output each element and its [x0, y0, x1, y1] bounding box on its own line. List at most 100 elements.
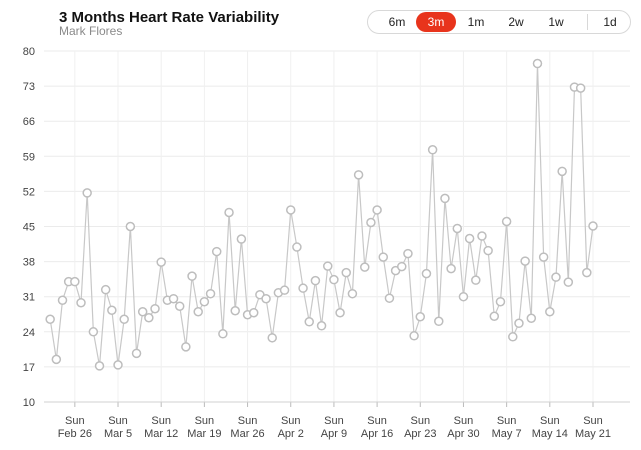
- y-tick-label: 73: [23, 81, 35, 93]
- data-point: [329, 274, 339, 285]
- data-point: [335, 308, 345, 318]
- data-point: [156, 257, 166, 267]
- data-point: [113, 360, 123, 370]
- data-point: [372, 205, 382, 215]
- data-point: [452, 223, 463, 234]
- x-tick-label-day: Sun: [540, 415, 560, 427]
- data-point: [218, 329, 228, 339]
- data-point: [168, 293, 179, 304]
- y-tick-label: 17: [23, 362, 35, 374]
- data-point: [76, 297, 86, 308]
- data-point: [458, 291, 469, 302]
- series-line: [49, 63, 594, 367]
- data-point: [366, 217, 376, 228]
- x-tick-label-day: Sun: [195, 415, 215, 427]
- data-point: [57, 295, 68, 305]
- data-point: [341, 267, 351, 278]
- x-tick-label-date: Apr 30: [447, 428, 479, 440]
- data-point: [421, 268, 432, 279]
- data-point: [446, 263, 456, 274]
- chart-subtitle: Mark Flores: [59, 24, 123, 38]
- data-point: [131, 348, 142, 359]
- x-tick-label-date: May 14: [532, 428, 568, 440]
- data-point: [211, 246, 222, 257]
- data-point: [538, 252, 549, 262]
- data-point: [298, 283, 308, 293]
- data-point: [520, 256, 530, 266]
- x-tick-label-day: Sun: [324, 415, 344, 427]
- y-tick-label: 59: [23, 151, 35, 163]
- data-point: [224, 207, 234, 218]
- x-tick-label-date: Mar 26: [230, 428, 264, 440]
- x-tick-label-day: Sun: [151, 415, 171, 427]
- data-point: [51, 354, 62, 365]
- chart-title: 3 Months Heart Rate Variability: [59, 9, 280, 26]
- x-tick-label-date: Apr 2: [278, 428, 304, 440]
- x-tick-label-day: Sun: [454, 415, 474, 427]
- x-tick-label-day: Sun: [238, 415, 258, 427]
- data-point: [304, 317, 314, 327]
- data-point: [94, 361, 105, 371]
- data-point: [261, 293, 271, 304]
- data-point: [464, 233, 475, 244]
- x-tick-label-day: Sun: [108, 415, 128, 427]
- data-point: [45, 314, 55, 325]
- data-point: [323, 261, 333, 271]
- data-point: [82, 188, 92, 198]
- data-point: [267, 333, 277, 343]
- data-point: [119, 314, 129, 325]
- data-point: [347, 288, 358, 299]
- range-button-1m[interactable]: 1m: [467, 15, 485, 29]
- range-button-6m[interactable]: 6m: [388, 15, 406, 29]
- time-range-selector: 6m 3m 1m 2w 1w 1d: [367, 10, 631, 34]
- y-tick-label: 52: [23, 186, 35, 198]
- data-point: [397, 261, 407, 272]
- data-point: [440, 193, 450, 204]
- data-point: [477, 231, 487, 241]
- x-tick-label-day: Sun: [497, 415, 517, 427]
- x-tick-label-date: May 21: [575, 428, 611, 440]
- data-point: [107, 305, 117, 315]
- data-point: [434, 316, 444, 327]
- data-point: [588, 221, 598, 231]
- y-tick-label: 45: [23, 222, 35, 234]
- data-point: [526, 313, 537, 324]
- data-point: [316, 321, 327, 331]
- data-point: [150, 303, 160, 314]
- data-point: [575, 83, 586, 93]
- data-point: [563, 277, 574, 287]
- range-button-2w[interactable]: 2w: [508, 15, 524, 29]
- y-tick-label: 10: [23, 397, 35, 409]
- data-point: [125, 221, 136, 232]
- y-tick-label: 38: [23, 257, 35, 269]
- x-tick-label-day: Sun: [410, 415, 430, 427]
- range-button-1d[interactable]: 1d: [603, 15, 617, 29]
- range-button-3m[interactable]: 3m: [416, 12, 456, 32]
- x-tick-label-date: Mar 12: [144, 428, 178, 440]
- x-tick-label-date: Apr 16: [361, 428, 393, 440]
- data-point: [532, 58, 543, 69]
- data-point: [501, 216, 512, 227]
- data-point: [471, 275, 481, 285]
- x-tick-label-date: Mar 5: [104, 428, 132, 440]
- data-point: [279, 285, 290, 295]
- data-point: [181, 342, 191, 352]
- data-point: [292, 242, 302, 252]
- y-tick-label: 24: [23, 327, 35, 339]
- x-tick-label-day: Sun: [281, 415, 301, 427]
- data-point: [248, 308, 259, 318]
- x-tick-label-date: Apr 9: [321, 428, 347, 440]
- range-button-1w[interactable]: 1w: [548, 15, 564, 29]
- range-divider: [587, 14, 588, 30]
- x-tick-label-date: Apr 23: [404, 428, 436, 440]
- data-point: [557, 166, 567, 177]
- data-point: [514, 318, 524, 329]
- data-point: [310, 275, 321, 286]
- x-tick-label-day: Sun: [367, 415, 387, 427]
- data-point: [137, 306, 148, 317]
- data-point: [285, 205, 296, 215]
- data-point: [70, 276, 80, 287]
- data-point: [384, 293, 395, 303]
